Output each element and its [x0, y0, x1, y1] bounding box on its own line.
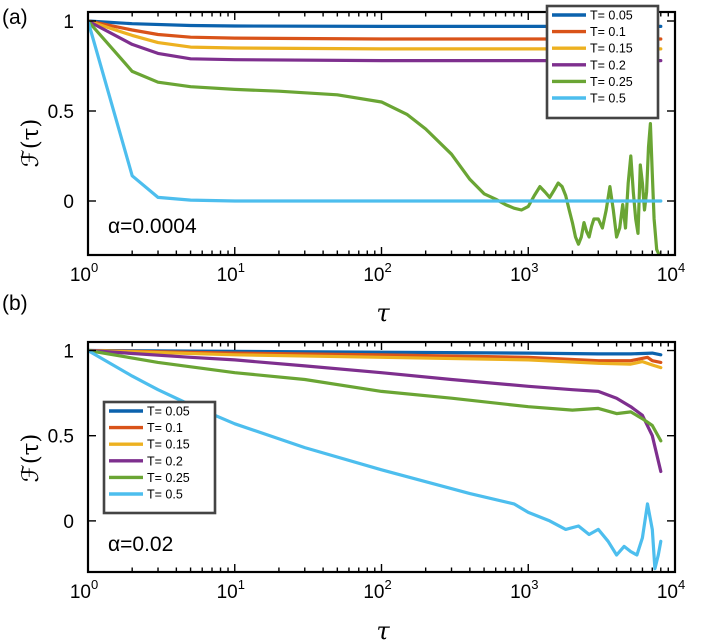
- annotation-alpha-b: α=0.02: [108, 533, 173, 556]
- y-axis-title-b: ℱ(τ): [18, 434, 44, 483]
- x-tick-label-b-1: 101: [217, 577, 245, 603]
- legend-label-a-2: T= 0.15: [590, 42, 633, 56]
- y-tick-label-b-2: 1: [63, 342, 74, 363]
- series-line-a-2: [88, 19, 663, 51]
- series-line-b-1: [88, 348, 663, 364]
- y-axis-label-a: ℱ(τ): [18, 119, 44, 168]
- legend-label-b-2: T= 0.15: [147, 438, 190, 452]
- series-line-b-5: [88, 348, 663, 571]
- x-tick-label-b-0: 100: [70, 577, 98, 603]
- series-line-b-2: [88, 348, 663, 370]
- series-line-a-1: [88, 19, 663, 41]
- legend-label-b-3: T= 0.2: [147, 454, 183, 468]
- panel-label-b: (b): [2, 292, 28, 315]
- legend-label-b-1: T= 0.1: [147, 421, 183, 435]
- legend-label-b-4: T= 0.25: [147, 471, 190, 485]
- series-group-a: [88, 19, 663, 255]
- legend-label-a-0: T= 0.05: [590, 9, 633, 23]
- y-tick-label-b-0: 0: [63, 512, 74, 533]
- x-tick-label-b-2: 102: [363, 577, 391, 603]
- x-tick-label-a-3: 103: [510, 260, 538, 286]
- series-line-b-4: [88, 348, 663, 443]
- legend-label-a-5: T= 0.5: [590, 92, 626, 106]
- legend-label-a-4: T= 0.25: [590, 75, 633, 89]
- series-line-b-0: [88, 348, 663, 357]
- y-tick-label-a-2: 1: [63, 12, 74, 33]
- legend-label-a-3: T= 0.2: [590, 58, 626, 72]
- legend-b: T= 0.05 T= 0.1 T= 0.15 T= 0.2 T= 0.25 T= 0.5: [102, 400, 217, 515]
- y-tick-label-a-0: 0: [63, 192, 74, 213]
- annotation-alpha-a: α=0.0004: [108, 215, 197, 238]
- x-ticks-b: [87, 342, 669, 572]
- series-line-b-3: [88, 348, 663, 474]
- x-tick-label-a-0: 100: [70, 260, 98, 286]
- series-line-a-4: [88, 19, 661, 255]
- x-tick-label-a-1: 101: [217, 260, 245, 286]
- y-axis-title-a: ℱ(τ): [18, 119, 44, 168]
- x-axis-label-b: τ: [376, 617, 390, 642]
- series-group-b: [88, 348, 663, 571]
- series-line-a-5: [88, 19, 663, 203]
- x-tick-label-b-4: 104: [657, 577, 685, 603]
- y-axis-label-b: ℱ(τ): [18, 434, 44, 483]
- legend-label-b-5: T= 0.5: [147, 488, 183, 502]
- x-tick-label-b-3: 103: [510, 577, 538, 603]
- y-tick-label-a-1: 0.5: [48, 102, 74, 123]
- legend-label-a-1: T= 0.1: [590, 25, 626, 39]
- panel-label-a: (a): [2, 6, 28, 29]
- y-tick-label-b-1: 0.5: [48, 427, 74, 448]
- legend-a: T= 0.05 T= 0.1 T= 0.15 T= 0.2 T= 0.25 T= 0.5: [545, 4, 660, 120]
- x-tick-label-a-4: 104: [657, 260, 685, 286]
- series-line-a-0: [88, 19, 663, 28]
- series-line-a-3: [88, 19, 663, 63]
- x-tick-label-a-2: 102: [363, 260, 391, 286]
- x-axis-label-a: τ: [376, 299, 390, 327]
- legend-label-b-0: T= 0.05: [147, 405, 190, 419]
